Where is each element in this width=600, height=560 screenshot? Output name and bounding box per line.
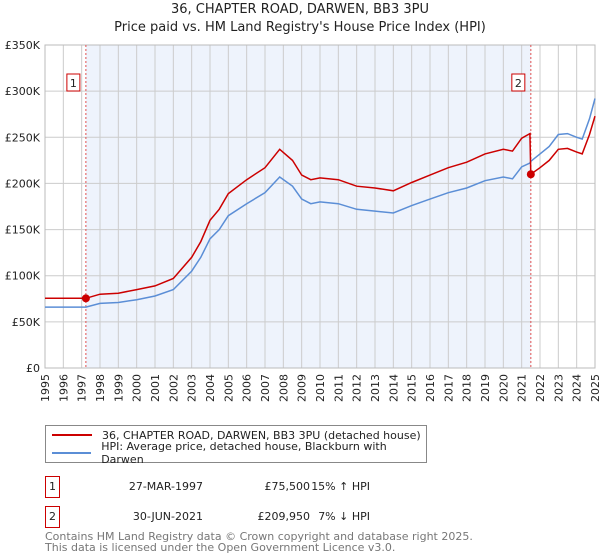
annotation-label: 2 xyxy=(515,77,522,90)
chart-title: 36, CHAPTER ROAD, DARWEN, BB3 3PU xyxy=(170,2,430,17)
x-tick-label: 2004 xyxy=(204,374,217,402)
chart-subtitle: Price paid vs. HM Land Registry's House … xyxy=(114,20,486,35)
sale-point xyxy=(81,294,90,303)
y-tick-label: £300K xyxy=(5,85,41,98)
sale-price: £75,500 xyxy=(264,480,311,493)
x-tick-label: 2017 xyxy=(442,374,455,402)
annotation-label: 1 xyxy=(70,77,77,90)
sale-hpi-diff: 7% ↓ HPI xyxy=(318,510,370,523)
sale-row-2: 2 30-JUN-2021 £209,950 7% ↓ HPI xyxy=(45,506,445,528)
x-tick-label: 2003 xyxy=(186,374,199,402)
sale-point xyxy=(526,170,535,179)
footer-licence: This data is licensed under the Open Gov… xyxy=(45,541,396,554)
y-tick-label: £100K xyxy=(5,270,41,283)
x-tick-label: 2021 xyxy=(516,374,529,402)
sale-date: 27-MAR-1997 xyxy=(128,480,203,493)
y-tick-label: £0 xyxy=(26,362,40,375)
sale-hpi-diff: 15% ↑ HPI xyxy=(311,480,370,493)
x-tick-label: 2001 xyxy=(149,374,162,402)
x-tick-label: 2019 xyxy=(479,374,492,402)
annotation-box xyxy=(66,73,81,92)
x-tick-label: 1996 xyxy=(57,374,70,402)
y-tick-label: £200K xyxy=(5,177,41,190)
x-tick-label: 2009 xyxy=(296,374,309,402)
x-tick-label: 2011 xyxy=(332,374,345,402)
property-series-line xyxy=(45,115,596,300)
legend: 36, CHAPTER ROAD, DARWEN, BB3 3PU (detac… xyxy=(45,425,427,466)
x-tick-label: 2022 xyxy=(534,374,547,402)
y-tick-label: £150K xyxy=(5,224,41,237)
sale-marker-badge: 2 xyxy=(45,506,60,528)
x-tick-label: 2006 xyxy=(241,374,254,402)
x-tick-label: 1999 xyxy=(112,374,125,402)
sale-marker-badge: 1 xyxy=(45,476,60,498)
x-tick-label: 2014 xyxy=(387,374,400,402)
sale-date: 30-JUN-2021 xyxy=(132,510,203,523)
x-tick-label: 2007 xyxy=(259,374,272,402)
legend-swatch-red xyxy=(52,434,92,436)
legend-label: HPI: Average price, detached house, Blac… xyxy=(101,440,387,466)
x-tick-label: 2016 xyxy=(424,374,437,402)
sale-row-1: 1 27-MAR-1997 £75,500 15% ↑ HPI xyxy=(45,476,445,498)
x-tick-label: 2024 xyxy=(571,374,584,402)
x-tick-label: 1998 xyxy=(94,374,107,402)
legend-item-property: 36, CHAPTER ROAD, DARWEN, BB3 3PU (detac… xyxy=(52,427,421,443)
y-tick-label: £250K xyxy=(5,131,41,144)
hpi-series-line xyxy=(45,98,596,308)
annotation-box xyxy=(511,73,526,92)
x-tick-label: 1997 xyxy=(76,374,89,402)
price-chart: 1995 1996 1997 1998 1999 2000 2001 2002 2003 2004… xyxy=(5,39,600,402)
legend-item-hpi: HPI: Average price, detached house, Blac… xyxy=(52,440,426,466)
y-tick-label: £350K xyxy=(5,39,41,52)
x-tick-label: 2018 xyxy=(461,374,474,402)
footer-copyright: Contains HM Land Registry data © Crown c… xyxy=(45,530,473,543)
x-tick-label: 2008 xyxy=(277,374,290,402)
sale-period-shading xyxy=(85,45,531,368)
y-tick-label: £50K xyxy=(12,316,41,329)
x-tick-label: 2020 xyxy=(497,374,510,402)
plot-border xyxy=(44,44,596,369)
sale-price: £209,950 xyxy=(257,510,311,523)
x-tick-label: 2013 xyxy=(369,374,382,402)
x-tick-label: 2025 xyxy=(589,374,600,402)
x-tick-label: 2023 xyxy=(552,374,565,402)
x-tick-label: 2012 xyxy=(351,374,364,402)
x-tick-label: 2015 xyxy=(406,374,419,402)
x-tick-label: 2002 xyxy=(167,374,180,402)
x-tick-label: 2010 xyxy=(314,374,327,402)
x-tick-label: 2005 xyxy=(222,374,235,402)
legend-swatch-blue xyxy=(52,452,92,454)
x-tick-label: 2000 xyxy=(131,374,144,402)
legend-label: 36, CHAPTER ROAD, DARWEN, BB3 3PU (detac… xyxy=(102,428,421,442)
x-tick-label: 1995 xyxy=(39,374,52,402)
footer: Contains HM Land Registry data © Crown c… xyxy=(45,531,473,553)
